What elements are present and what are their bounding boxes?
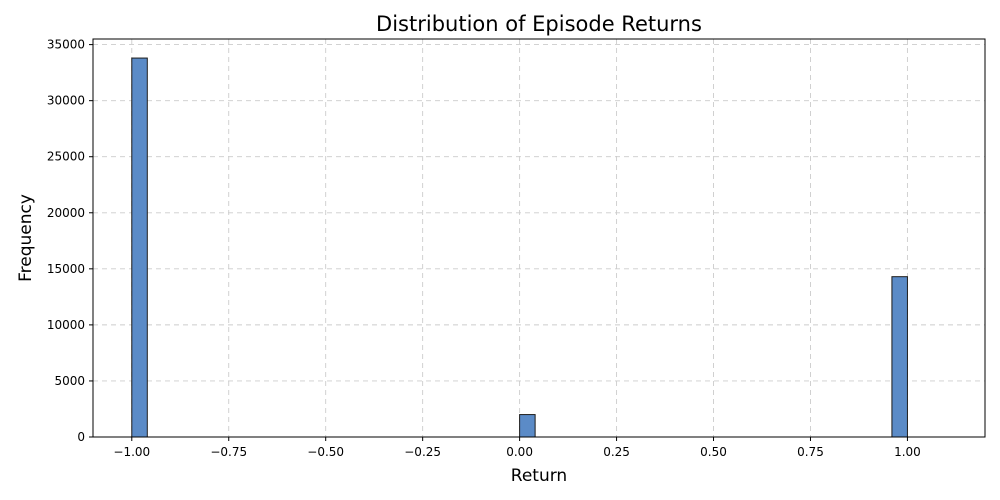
y-ticks: 0 5000 10000 15000 20000 25000 30000 35000 xyxy=(47,38,93,444)
y-tick-label: 10000 xyxy=(47,318,85,332)
histogram-bar xyxy=(891,276,908,438)
x-axis-label: Return xyxy=(511,466,567,486)
bars xyxy=(131,57,908,438)
y-tick-label: 5000 xyxy=(54,374,85,388)
axes xyxy=(92,38,986,438)
x-tick-label: −1.00 xyxy=(113,445,150,459)
x-tick-label: 1.00 xyxy=(894,445,921,459)
x-tick-label: −0.50 xyxy=(307,445,344,459)
x-tick-label: 0.00 xyxy=(506,445,533,459)
y-tick-label: 0 xyxy=(77,430,85,444)
x-tick-label: −0.25 xyxy=(404,445,441,459)
grid-lines xyxy=(93,39,985,438)
y-tick-label: 25000 xyxy=(47,150,85,164)
y-tick-label: 30000 xyxy=(47,94,85,108)
x-ticks: −1.00 −0.75 −0.50 −0.25 0.00 0.25 0.50 0.75 1.00 xyxy=(113,437,921,459)
y-tick-label: 20000 xyxy=(47,206,85,220)
x-tick-label: 0.50 xyxy=(700,445,727,459)
y-tick-label: 35000 xyxy=(47,38,85,52)
x-tick-label: −0.75 xyxy=(210,445,247,459)
y-tick-label: 15000 xyxy=(47,262,85,276)
x-tick-label: 0.75 xyxy=(797,445,824,459)
chart-title: Distribution of Episode Returns xyxy=(376,12,702,36)
y-axis-label: Frequency xyxy=(16,194,36,282)
plot-frame xyxy=(92,38,986,438)
histogram-bar xyxy=(519,414,536,438)
x-tick-label: 0.25 xyxy=(603,445,630,459)
histogram-bar xyxy=(131,57,148,438)
